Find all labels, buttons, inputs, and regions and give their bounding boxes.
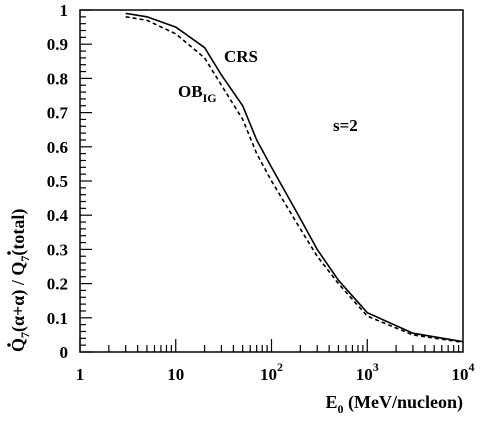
y-axis-title: Q7(α+α) / Q7(total) [8,209,32,352]
y-tick-label: 0.6 [47,138,68,157]
y-tick-label: 0.5 [47,172,68,191]
x-axis-title-main: E [326,392,338,412]
x-tick-label-exponent: 4 [469,360,475,374]
x-tick-label-exponent: 2 [277,360,283,374]
x-tick-label-base: 10 [356,365,373,384]
x-axis-title: E0 (MeV/nucleon) [326,392,464,416]
series-label-obig: OBIG [178,82,217,105]
y-axis-title-rest: (total) [8,209,29,256]
x-tick-label-base: 10 [452,365,469,384]
x-tick-label-base: 10 [167,365,184,384]
y-axis-title-dot-2 [7,251,11,255]
y-axis-title-dot-1 [7,343,11,347]
x-tick-label: 102 [260,360,283,384]
series-line-obig [125,16,464,344]
y-axis-title-sub1: 7 [18,332,32,338]
y-axis-title-sub2: 7 [18,256,32,262]
y-tick-label: 0.2 [47,275,68,294]
y-axis-title-q2: Q [8,262,28,276]
x-axis-title-sub: 0 [338,402,344,416]
x-tick-label-base: 10 [260,365,277,384]
x-tick-label: 1 [76,365,85,384]
y-tick-label: 0.7 [47,104,69,123]
y-tick-label: 0.8 [47,69,68,88]
y-axis-title-q1: Q [8,338,28,352]
y-axis-title-mid: (α+α) / [8,276,29,332]
x-tick-label: 103 [356,360,379,384]
axis-ticks [79,9,460,353]
x-tick-labels: 1 10 102 103 104 [76,360,475,384]
x-tick-label-base: 1 [76,365,85,384]
series-lines [125,12,464,344]
x-tick-label: 104 [452,360,475,384]
x-tick-label: 10 [167,365,184,384]
x-tick-label-exponent: 3 [373,360,379,374]
series-label-crs: CRS [224,47,258,66]
y-tick-label: 0.1 [47,309,68,328]
annotation-s: s=2 [333,116,358,135]
y-tick-label: 0.9 [47,35,68,54]
y-tick-label: 1 [60,1,69,20]
x-axis-title-rest: (MeV/nucleon) [344,392,463,413]
series-line-crs [125,12,464,343]
series-label-obig-sub: IG [203,91,217,105]
y-tick-label: 0 [60,343,69,362]
series-label-obig-main: OB [178,82,203,101]
y-tick-label: 0.3 [47,240,68,259]
y-tick-labels: 0 0.1 0.2 0.3 0.4 0.5 0.6 0.7 0.8 0.9 1 [47,1,69,362]
y-tick-label: 0.4 [47,206,69,225]
